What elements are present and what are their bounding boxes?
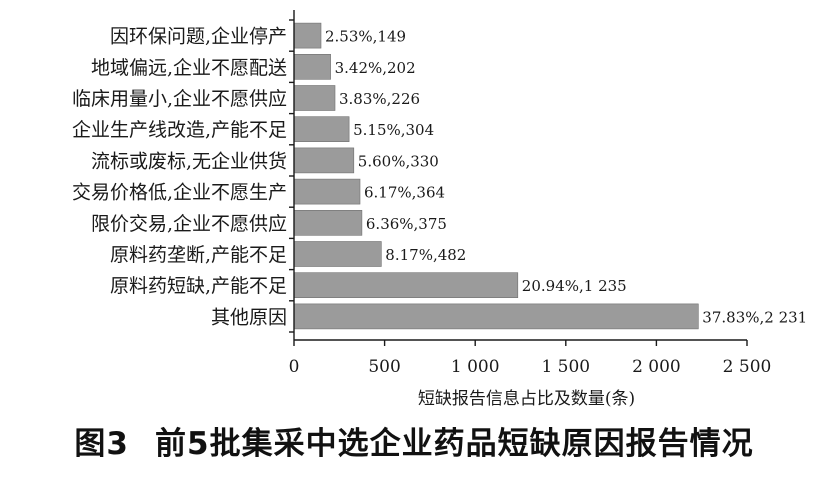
data-label: 8.17%,482 (385, 246, 466, 264)
bar (293, 178, 361, 205)
category-label: 企业生产线改造,产能不足 (72, 119, 287, 141)
data-label: 20.94%,1 235 (522, 277, 627, 295)
figure-caption-text: 前5批集采中选企业药品短缺原因报告情况 (155, 426, 754, 462)
x-tick-label: 1 000 (451, 357, 500, 377)
x-tick-label: 500 (368, 357, 400, 377)
x-tick-label: 0 (289, 357, 300, 377)
figure-caption: 图3 前5批集采中选企业药品短缺原因报告情况 (0, 418, 828, 463)
category-label: 临床用量小,企业不愿供应 (72, 88, 287, 110)
bar-chart: 因环保问题,企业停产 2.53%,149 地域偏远,企业不愿配送 3.42%,202 临… (72, 10, 807, 409)
data-label: 6.36%,375 (366, 215, 447, 233)
bar (293, 22, 322, 49)
category-label: 限价交易,企业不愿供应 (91, 213, 287, 235)
x-axis-title: 短缺报告信息占比及数量(条) (418, 389, 635, 409)
figure-number: 图3 (74, 426, 129, 462)
bar (293, 241, 382, 267)
bar (293, 53, 331, 80)
axis-layer: 0 500 1 000 1 500 2 000 2 500 (289, 10, 772, 377)
category-label: 交易价格低,企业不愿生产 (72, 182, 287, 204)
data-label: 3.83%,226 (339, 90, 420, 108)
x-tick-label: 2 500 (723, 357, 772, 377)
category-label: 因环保问题,企业停产 (110, 26, 287, 48)
bar (293, 147, 355, 174)
category-label: 其他原因 (211, 306, 287, 328)
data-label: 37.83%,2 231 (702, 308, 807, 326)
bar (293, 85, 336, 111)
data-label: 5.60%,330 (358, 152, 439, 170)
bar (293, 116, 350, 142)
data-label: 3.42%,202 (335, 59, 416, 77)
data-label: 6.17%,364 (364, 184, 445, 202)
x-tick-label: 2 000 (632, 357, 681, 377)
labels-layer: 因环保问题,企业停产 2.53%,149 地域偏远,企业不愿配送 3.42%,202 临… (72, 26, 807, 329)
category-label: 原料药短缺,产能不足 (110, 275, 287, 297)
data-label: 2.53%,149 (325, 28, 406, 46)
bar (293, 303, 699, 330)
bar (293, 210, 363, 236)
category-label: 地域偏远,企业不愿配送 (91, 57, 287, 79)
bar (293, 272, 519, 299)
x-tick-label: 1 500 (541, 357, 590, 377)
category-label: 原料药垄断,产能不足 (110, 244, 287, 266)
category-label: 流标或废标,无企业供货 (91, 150, 287, 172)
bars-layer (293, 22, 699, 330)
data-label: 5.15%,304 (353, 121, 434, 139)
